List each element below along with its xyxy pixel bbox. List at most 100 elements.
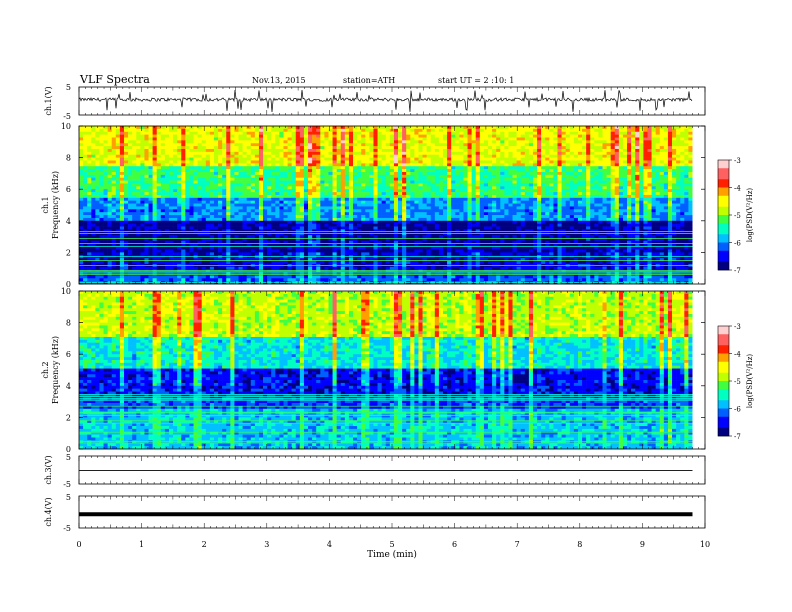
spectrogram-cell xyxy=(164,131,170,135)
spectrogram-cell xyxy=(631,177,636,181)
spectrogram-cell xyxy=(430,154,436,158)
spectrogram-cell xyxy=(308,171,313,176)
spectrogram-cell xyxy=(87,154,92,158)
spectrogram-cell xyxy=(164,163,170,167)
spectrogram-cell xyxy=(193,154,198,158)
spectrogram-cell xyxy=(410,197,415,201)
spectrogram-cell xyxy=(295,174,301,179)
spectrogram-cell xyxy=(107,177,113,181)
spectrogram-cell xyxy=(508,183,513,187)
spectrogram-cell xyxy=(283,131,288,135)
spectrogram-cell xyxy=(655,200,661,204)
spectrogram-cell xyxy=(402,143,407,147)
spectrogram-cell xyxy=(532,166,538,170)
spectrogram-cell xyxy=(316,206,321,210)
spectrogram-cell xyxy=(279,148,284,153)
spectrogram-cell xyxy=(443,166,448,170)
spectrogram-cell xyxy=(569,134,575,138)
spectrogram-cell xyxy=(291,217,297,222)
spectrogram-cell xyxy=(160,220,166,224)
spectrogram-cell xyxy=(434,154,440,158)
spectrogram-cell xyxy=(590,157,595,161)
spectrogram-cell xyxy=(316,143,321,147)
spectrogram-cell xyxy=(111,134,117,138)
spectrogram-cell xyxy=(643,177,648,181)
spectrogram-cell xyxy=(549,140,554,144)
spectrogram-cell xyxy=(438,128,444,133)
spectrogram-cell xyxy=(287,215,292,219)
spectrogram-cell xyxy=(577,177,583,181)
spectrogram-cell xyxy=(667,177,673,181)
spectrogram-cell xyxy=(156,174,162,179)
spectrogram-cell xyxy=(684,143,689,147)
spectrogram-cell xyxy=(594,154,599,158)
spectrogram-cell xyxy=(492,128,497,133)
spectrogram-cell xyxy=(553,177,558,181)
spectrogram-cell xyxy=(381,177,387,181)
spectrogram-cell xyxy=(164,197,170,201)
spectrogram-cell xyxy=(663,197,669,201)
spectrogram-cell xyxy=(667,171,673,176)
spectrogram-cell xyxy=(213,174,219,179)
spectrogram-cell xyxy=(569,192,575,196)
spectrogram-cell xyxy=(111,206,117,210)
spectrogram-cell xyxy=(651,154,656,158)
spectrogram-cell xyxy=(471,157,477,161)
spectrogram-cell xyxy=(447,137,452,141)
spectrogram-cell xyxy=(516,137,522,141)
spectrogram-cell xyxy=(230,174,235,179)
spectrogram-cell xyxy=(168,171,174,176)
spectrogram-cell xyxy=(627,157,632,161)
spectrogram-cell xyxy=(226,157,231,161)
spectrogram-cell xyxy=(226,180,231,184)
spectrogram-cell xyxy=(414,180,419,184)
spectrogram-cell xyxy=(643,146,648,150)
spectrogram-cell xyxy=(185,212,190,216)
spectrogram-cell xyxy=(528,189,534,193)
spectrogram-cell xyxy=(140,163,145,167)
spectrogram-cell xyxy=(119,212,125,216)
spectrogram-cell xyxy=(250,137,256,141)
spectrogram-cell xyxy=(385,134,391,138)
spectrogram-cell xyxy=(201,174,207,179)
spectrogram-cell xyxy=(528,128,534,133)
spectrogram-cell xyxy=(226,137,231,141)
spectrogram-cell xyxy=(577,163,583,167)
spectrogram-cell xyxy=(79,151,84,156)
spectrogram-cell xyxy=(463,183,468,187)
spectrogram-cell xyxy=(353,217,358,222)
spectrogram-cell xyxy=(79,134,84,138)
spectrogram-cell xyxy=(627,212,632,216)
spectrogram-cell xyxy=(340,166,346,170)
spectrogram-cell xyxy=(426,192,432,196)
spectrogram-cell xyxy=(291,183,297,187)
spectrogram-cell xyxy=(205,206,211,210)
spectrogram-cell xyxy=(483,215,489,219)
spectrogram-cell xyxy=(532,160,538,164)
spectrogram-cell xyxy=(152,126,158,130)
spectrogram-cell xyxy=(610,146,616,150)
spectrogram-cell xyxy=(263,166,268,170)
spectrogram-cell xyxy=(156,160,162,164)
spectrogram-cell xyxy=(398,200,403,204)
spectrogram-cell xyxy=(213,217,219,222)
spectrogram-cell xyxy=(353,146,358,150)
spectrogram-cell xyxy=(622,174,628,179)
spectrogram-cell xyxy=(463,143,468,147)
spectrogram-cell xyxy=(95,154,100,158)
spectrogram-cell xyxy=(684,128,689,133)
spectrogram-cell xyxy=(475,206,481,210)
spectrogram-cell xyxy=(590,143,595,147)
spectrogram-cell xyxy=(643,183,648,187)
spectrogram-cell xyxy=(123,194,129,199)
spectrogram-cell xyxy=(487,143,493,147)
spectrogram-cell xyxy=(275,192,280,196)
spectrogram-cell xyxy=(500,128,505,133)
spectrogram-cell xyxy=(586,148,591,153)
spectrogram-cell xyxy=(594,126,599,130)
spectrogram-cell xyxy=(532,212,538,216)
spectrogram-cell xyxy=(152,209,158,213)
spectrogram-cell xyxy=(508,177,513,181)
spectrogram-cell xyxy=(504,157,509,161)
spectrogram-cell xyxy=(549,209,554,213)
